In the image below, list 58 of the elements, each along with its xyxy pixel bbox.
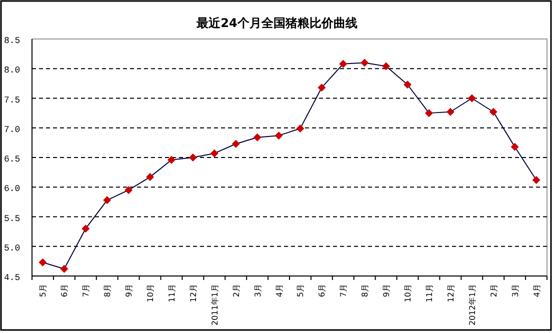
x-tick-label: 2月 — [489, 284, 498, 298]
x-tick-label: 12月 — [188, 284, 198, 302]
x-tick-label: 11月 — [167, 284, 176, 302]
point — [510, 142, 519, 151]
x-tick-label: 12月 — [446, 284, 456, 302]
y-tick-label: 7.0 — [4, 124, 20, 135]
x-tick-label: 2011年1月 — [210, 284, 220, 326]
x-tick-label: 6月 — [318, 284, 327, 298]
x-tick-label: 9月 — [382, 284, 392, 298]
x-tick-label: 10月 — [404, 284, 413, 302]
x-tick-label: 4月 — [532, 284, 542, 298]
point — [210, 149, 218, 158]
y-tick-label: 8.0 — [4, 66, 20, 76]
x-tick-label: 3月 — [253, 284, 262, 298]
y-tick-label: 5.5 — [4, 214, 20, 224]
x-tick-label: 3月 — [510, 284, 520, 298]
point — [339, 60, 348, 68]
point — [232, 140, 240, 148]
x-tick-label: 6月 — [60, 284, 70, 298]
x-tick-label: 10月 — [146, 284, 156, 302]
point — [167, 156, 176, 164]
point — [532, 176, 540, 184]
point — [404, 80, 412, 89]
point — [124, 186, 133, 194]
x-tick-label: 9月 — [124, 284, 134, 298]
y-tick-label: 4.5 — [4, 273, 20, 283]
x-tick-label: 11月 — [424, 284, 434, 302]
point — [468, 94, 476, 102]
point — [360, 58, 369, 67]
y-tick-label: 6.5 — [4, 154, 20, 164]
x-tick-label: 8月 — [103, 284, 112, 298]
point — [188, 154, 197, 162]
x-tick-label: 8月 — [360, 284, 370, 298]
y-tick-label: 7.5 — [4, 95, 20, 106]
x-tick-label: 5月 — [38, 284, 48, 298]
point — [103, 196, 112, 204]
point — [38, 258, 47, 266]
point — [318, 84, 326, 92]
y-tick-label: 5.0 — [4, 243, 20, 254]
chart-title: 最近24个月全国猪粮比价曲线 — [196, 16, 358, 30]
x-tick-label: 7月 — [339, 284, 348, 298]
point — [424, 109, 433, 118]
point — [489, 108, 498, 116]
x-tick-label: 4月 — [274, 284, 284, 298]
point — [274, 132, 283, 140]
x-tick-label: 5月 — [296, 284, 306, 298]
point — [60, 264, 68, 273]
point — [446, 108, 454, 116]
x-tick-label: 2月 — [232, 284, 241, 298]
y-tick-label: 8.5 — [4, 36, 20, 46]
point — [146, 173, 154, 182]
point — [296, 124, 304, 132]
point — [253, 133, 262, 142]
x-tick-label: 2012年1月 — [468, 284, 477, 326]
point — [382, 62, 390, 70]
point — [82, 224, 90, 233]
x-tick-label: 7月 — [82, 284, 91, 298]
y-tick-label: 6.0 — [4, 184, 20, 194]
